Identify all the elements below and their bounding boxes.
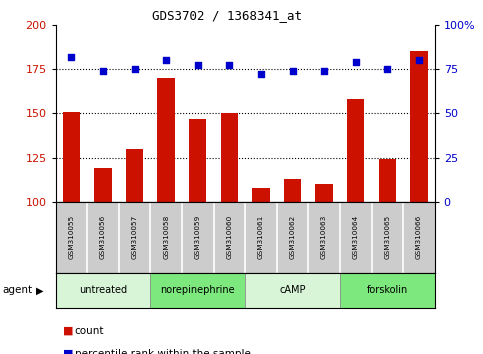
- Bar: [221, 113, 238, 202]
- Text: GSM310061: GSM310061: [258, 215, 264, 259]
- Bar: [157, 78, 175, 202]
- Text: percentile rank within the sample: percentile rank within the sample: [75, 349, 251, 354]
- Point: [68, 54, 75, 59]
- Bar: [94, 168, 112, 202]
- Point: [194, 63, 201, 68]
- Bar: [410, 51, 427, 202]
- Text: GSM310059: GSM310059: [195, 215, 201, 259]
- Text: GSM310058: GSM310058: [163, 215, 169, 259]
- Text: GDS3702 / 1368341_at: GDS3702 / 1368341_at: [152, 9, 302, 22]
- Text: cAMP: cAMP: [279, 285, 306, 295]
- Bar: [245, 273, 340, 308]
- Text: count: count: [75, 326, 104, 336]
- Text: GSM310064: GSM310064: [353, 215, 359, 259]
- Text: GSM310055: GSM310055: [68, 215, 74, 259]
- Bar: [315, 184, 333, 202]
- Text: ▶: ▶: [36, 285, 44, 295]
- Bar: [379, 159, 396, 202]
- Point: [289, 68, 297, 74]
- Point: [352, 59, 359, 65]
- Bar: [150, 273, 245, 308]
- Text: agent: agent: [2, 285, 32, 295]
- Text: GSM310066: GSM310066: [416, 215, 422, 259]
- Text: forskolin: forskolin: [367, 285, 408, 295]
- Text: untreated: untreated: [79, 285, 127, 295]
- Text: norepinephrine: norepinephrine: [160, 285, 235, 295]
- Point: [226, 63, 233, 68]
- Text: GSM310065: GSM310065: [384, 215, 390, 259]
- Bar: [56, 273, 150, 308]
- Point: [415, 57, 423, 63]
- Text: ■: ■: [63, 326, 73, 336]
- Point: [99, 68, 107, 74]
- Point: [257, 72, 265, 77]
- Text: GSM310063: GSM310063: [321, 215, 327, 259]
- Bar: [189, 119, 206, 202]
- Point: [162, 57, 170, 63]
- Point: [384, 66, 391, 72]
- Text: GSM310057: GSM310057: [131, 215, 138, 259]
- Bar: [63, 112, 80, 202]
- Bar: [340, 273, 435, 308]
- Point: [320, 68, 328, 74]
- Bar: [284, 179, 301, 202]
- Text: GSM310060: GSM310060: [227, 215, 232, 259]
- Text: GSM310062: GSM310062: [289, 215, 296, 259]
- Bar: [252, 188, 270, 202]
- Text: ■: ■: [63, 349, 73, 354]
- Point: [131, 66, 139, 72]
- Bar: [126, 149, 143, 202]
- Bar: [347, 99, 364, 202]
- Text: GSM310056: GSM310056: [100, 215, 106, 259]
